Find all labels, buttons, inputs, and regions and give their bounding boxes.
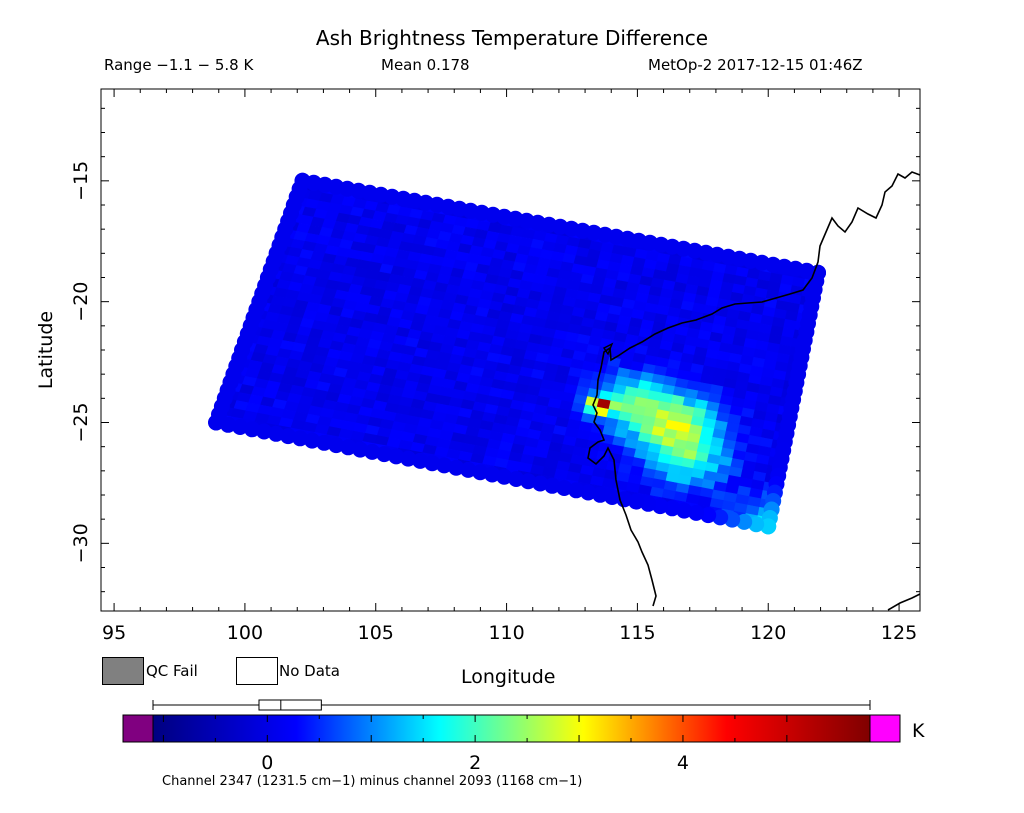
swath-edge-pixel [400,450,417,467]
x-tick-label: 120 [750,622,786,644]
distribution-box [258,699,322,711]
swath-edge-pixel [508,471,525,487]
swath-edge-pixel [568,482,585,499]
no-data-swatch [236,657,278,685]
swath-edge-pixel [676,502,693,519]
swath-edge-pixel [760,518,777,535]
swath-edge-pixel [688,504,705,521]
swath-edge-pixel [628,493,645,510]
y-axis-label: Latitude [35,310,57,390]
swath-edge-pixel [256,423,273,440]
swath-edge-pixel [328,437,345,454]
swath-edge-pixel [294,172,311,189]
swath-edge-pixel [592,486,609,503]
qc-fail-swatch [102,657,144,685]
colorbar-unit: K [912,720,925,742]
swath-edge-pixel [244,421,261,438]
y-tick-label: −20 [70,282,92,322]
swath-edge-pixel [640,495,657,512]
swath-edge-pixel [292,430,309,447]
swath-edge-pixel [412,452,429,469]
swath-edge-pixel [472,464,489,481]
swath-edge-pixel [580,484,597,501]
colorbar-tick-label: 0 [261,752,273,774]
x-axis-label: Longitude [461,666,556,688]
coastline-west-australia [587,171,921,607]
swath-edge-pixel [724,511,741,528]
swath-edge-pixel [736,513,753,530]
satellite-time-label: MetOp-2 2017-12-15 01:46Z [648,56,863,74]
swath-edge-pixel [604,489,621,505]
swath-edge-pixel [232,419,249,435]
swath-edge-pixel [664,500,681,517]
x-tick-label: 110 [488,622,524,644]
swath-edge-pixel [364,443,381,460]
colorbar-tick-label: 4 [677,752,689,774]
colorbar-over-swatch [869,714,901,743]
mean-label: Mean 0.178 [381,56,470,74]
swath-edge-pixel [652,498,669,515]
x-tick-label: 115 [619,622,655,644]
swath-edge-pixel [340,439,357,456]
swath-edge-pixel [268,425,285,442]
coastline-southeast [887,593,921,611]
colorbar: 0 2 4 [122,699,901,774]
swath-edge-pixel [460,461,477,478]
swath-layer [208,171,921,611]
swath-edge-pixel [388,448,405,465]
swath-edge-pixel [616,491,633,508]
swath-edge-pixel [376,446,393,463]
colorbar-tick-label: 2 [469,752,481,774]
x-tick-label: 100 [227,622,263,644]
chart-title: Ash Brightness Temperature Difference [315,26,709,50]
swath-edge-pixel [712,509,729,526]
no-data-label: No Data [279,662,340,680]
x-tick-label: 95 [102,622,126,644]
range-label: Range −1.1 − 5.8 K [104,56,254,74]
swath-edge-pixel [304,432,321,449]
swath-edge-pixel [352,441,369,458]
swath-edge-pixel [700,507,717,524]
swath-edge-pixel [520,473,537,490]
tick-layer: 95 100 105 110 115 120 125 −15 −20 −25 −30 [70,89,920,644]
coastline-layer [587,171,921,611]
swath-edge-pixel [496,468,513,485]
x-tick-label: 125 [881,622,917,644]
colorbar-gradient [152,714,871,743]
swath-edge-pixel [436,457,453,474]
swath-edge-pixel [448,459,465,476]
swath-edge-pixel [424,455,441,472]
swath-edge-pixel [280,428,297,445]
qc-fail-label: QC Fail [146,662,198,680]
swath-edge-pixel [484,466,501,483]
coastline-island [602,342,614,356]
swath-edge-pixel [316,434,333,451]
x-tick-label: 105 [358,622,394,644]
swath-edge-pixel [532,475,549,492]
swath-edge-pixel [748,516,765,533]
channel-footnote: Channel 2347 (1231.5 cm−1) minus channel… [162,774,583,789]
y-tick-label: −25 [70,402,92,442]
swath-edge-pixel [556,480,573,496]
swath-edge-pixel [544,477,561,494]
colorbar-under-swatch [122,714,154,743]
y-tick-label: −15 [70,161,92,201]
y-tick-label: −30 [70,523,92,563]
swath-edge-pixel [220,416,237,433]
